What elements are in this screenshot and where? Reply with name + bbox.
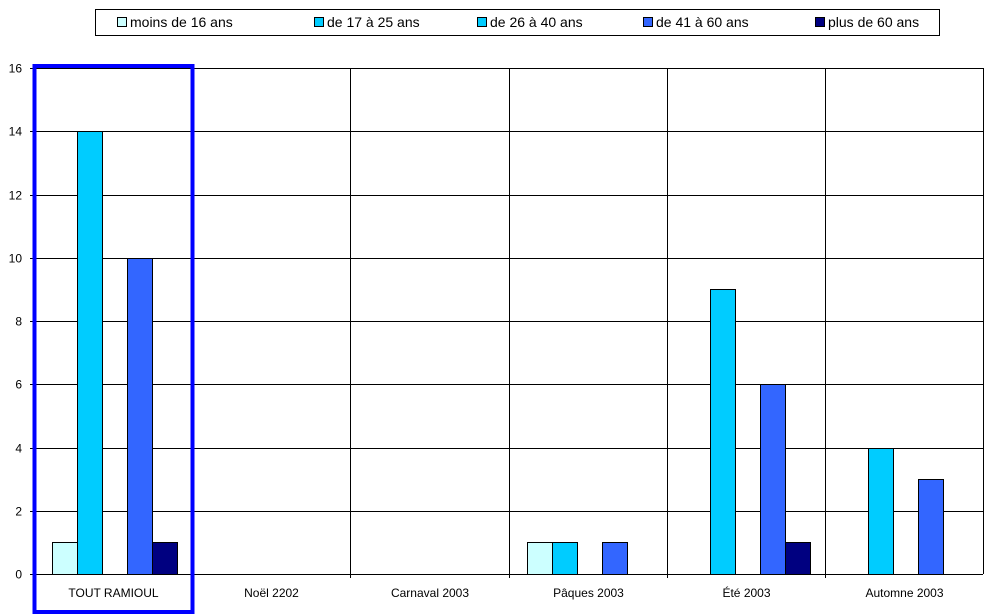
- bar-de-17-à-25-ans-3: [552, 542, 578, 575]
- legend-label: de 26 à 40 ans: [490, 14, 583, 30]
- y-tick-label: 16: [9, 62, 23, 76]
- legend-box: [95, 9, 940, 36]
- bar-moins-de-16-ans-0: [52, 542, 78, 575]
- bar-plus-de-60-ans-0: [152, 542, 178, 575]
- legend-label: plus de 60 ans: [828, 14, 919, 30]
- y-tick-labels: 0 2 4 6 8 10 12 14 16: [9, 62, 23, 582]
- legend-label: de 17 à 25 ans: [327, 14, 420, 30]
- legend-swatch: [643, 17, 653, 27]
- bar-moins-de-16-ans-3: [527, 542, 553, 575]
- bar-plus-de-60-ans-4: [785, 542, 811, 575]
- legend-swatch: [815, 17, 825, 27]
- y-tick-label: 0: [15, 568, 22, 582]
- legend-label: moins de 16 ans: [130, 14, 233, 30]
- bar-de-41-à-60-ans-0: [127, 258, 153, 575]
- bar-de-17-à-25-ans-4: [710, 289, 736, 575]
- highlight-box: [32, 64, 195, 614]
- bar-de-41-à-60-ans-5: [918, 479, 944, 575]
- y-tick-label: 10: [9, 252, 23, 266]
- category-label: Pâques 2003: [553, 586, 624, 600]
- bars: [52, 131, 944, 575]
- legend-swatch: [477, 17, 487, 27]
- y-tick-label: 2: [15, 505, 22, 519]
- category-label: Été 2003: [722, 585, 770, 600]
- bar-de-41-à-60-ans-4: [760, 384, 786, 575]
- y-tick-label: 6: [15, 378, 22, 392]
- legend-label: de 41 à 60 ans: [656, 14, 749, 30]
- category-label: Carnaval 2003: [391, 586, 469, 600]
- category-label: Automne 2003: [865, 586, 943, 600]
- highlight-rectangle: [32, 64, 195, 614]
- category-labels: TOUT RAMIOUL Noël 2202 Carnaval 2003 Pâques…: [68, 585, 943, 600]
- legend-swatch: [117, 17, 127, 27]
- bar-de-17-à-25-ans-0: [77, 131, 103, 575]
- category-label: Noël 2202: [244, 586, 299, 600]
- y-tick-label: 14: [9, 125, 23, 139]
- legend-swatch: [314, 17, 324, 27]
- category-label: TOUT RAMIOUL: [68, 586, 159, 600]
- y-tick-label: 8: [15, 315, 22, 329]
- legend: moins de 16 ans de 17 à 25 ans de 26 à 40 …: [95, 9, 940, 36]
- bar-de-17-à-25-ans-5: [868, 448, 894, 575]
- gridlines: [34, 68, 983, 578]
- y-tick-label: 12: [9, 189, 23, 203]
- bar-de-41-à-60-ans-3: [602, 542, 628, 575]
- y-tick-label: 4: [15, 442, 22, 456]
